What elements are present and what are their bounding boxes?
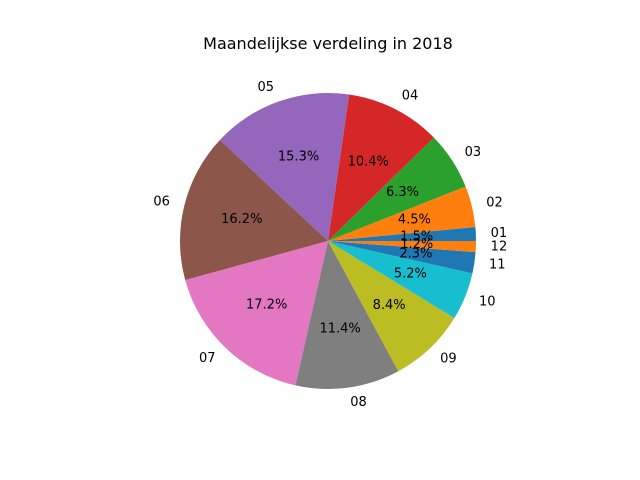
pct-label-11: 2.3% [399,247,432,262]
pie-slice-08 [295,241,399,389]
slice-label-04: 04 [402,88,419,103]
pct-label-01: 1.5% [400,229,433,244]
pie-slice-03 [328,137,466,241]
pie-slice-09 [328,241,455,372]
pie-slice-05 [219,93,350,241]
pct-label-04: 10.4% [348,154,389,169]
pie-slice-01 [328,227,476,241]
pie-slice-12 [328,241,476,253]
slice-label-09: 09 [440,352,457,367]
pie-slice-11 [328,241,476,274]
pct-label-06: 16.2% [221,212,262,227]
pie-slice-02 [328,186,476,241]
slice-label-03: 03 [465,145,482,160]
pct-label-02: 4.5% [398,213,431,228]
slice-label-08: 08 [350,395,367,410]
pie-slice-07 [185,241,328,386]
pct-label-03: 6.3% [386,185,419,200]
slice-label-05: 05 [257,80,274,95]
percentage-labels: 1.5%4.5% 6.3% 10.4% 15.3% 16.2% 17.2% 11.4% 8.4… [221,150,433,337]
pie-slice-10 [328,241,473,319]
pct-label-08: 11.4% [319,321,360,336]
slice-label-02: 02 [486,195,503,210]
slice-label-10: 10 [479,294,496,309]
pct-label-05: 15.3% [278,150,319,165]
pct-label-10: 5.2% [394,267,427,282]
pie-slice-06 [179,139,328,281]
slice-label-06: 06 [153,194,170,209]
pie-slices [179,93,476,389]
pct-label-12: 1.2% [400,237,433,252]
slice-label-01: 01 [491,226,508,241]
chart-title: Maandelijkse verdeling in 2018 [203,34,453,53]
pct-label-07: 17.2% [246,298,287,313]
pct-label-09: 8.4% [373,298,406,313]
pie-slice-04 [328,94,434,241]
slice-label-07: 07 [199,351,216,366]
slice-label-12: 12 [491,240,508,255]
slice-labels: 01 02 03 04 05 06 07 08 09 10 11 12 [153,80,507,410]
slice-label-11: 11 [489,257,506,272]
